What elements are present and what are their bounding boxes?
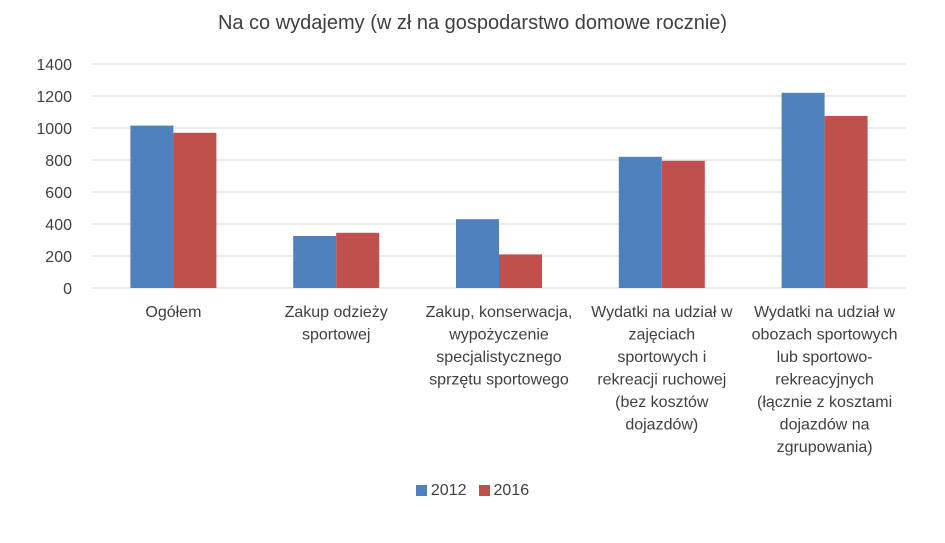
bar-2016 [499, 254, 542, 288]
chart-title: Na co wydajemy (w zł na gospodarstwo dom… [217, 12, 728, 34]
bar-2016 [824, 116, 868, 288]
bar-2012 [456, 219, 499, 288]
bar-2012 [293, 236, 337, 288]
x-tick-label: Zakup, konserwacja, wypożyczenie specjalis… [426, 304, 573, 389]
legend-label: 2012 [430, 482, 467, 499]
bar-2012 [618, 156, 662, 288]
y-tick-label: 1000 [36, 121, 72, 138]
bar-2012 [781, 92, 825, 288]
y-tick-label: 1400 [36, 57, 72, 74]
x-tick-label: Wydatki na udział w obozach sportowych lub… [752, 304, 898, 456]
x-tick-label: Ogółem [145, 304, 201, 321]
legend-label: 2016 [493, 482, 530, 499]
bar-2016 [661, 160, 705, 288]
x-tick-label: Wydatki na udział w zajęciach sportowych i… [591, 304, 733, 434]
y-tick-label: 800 [45, 153, 72, 170]
legend-item-2012: 2012 [415, 482, 467, 500]
y-tick-label: 400 [45, 217, 72, 234]
y-tick-label: 0 [63, 281, 72, 298]
x-tick-label: Zakup odzieży sportowej [285, 304, 388, 344]
legend-swatch [415, 485, 427, 496]
legend-swatch [478, 485, 490, 496]
y-tick-label: 200 [45, 249, 72, 266]
bar-2016 [173, 132, 217, 288]
legend-item-2016: 2016 [478, 482, 530, 500]
bar-2012 [130, 125, 174, 288]
bar-2016 [336, 232, 380, 288]
legend: 2012 2016 [0, 482, 945, 500]
y-tick-label: 600 [45, 185, 72, 202]
y-tick-label: 1200 [36, 89, 72, 106]
